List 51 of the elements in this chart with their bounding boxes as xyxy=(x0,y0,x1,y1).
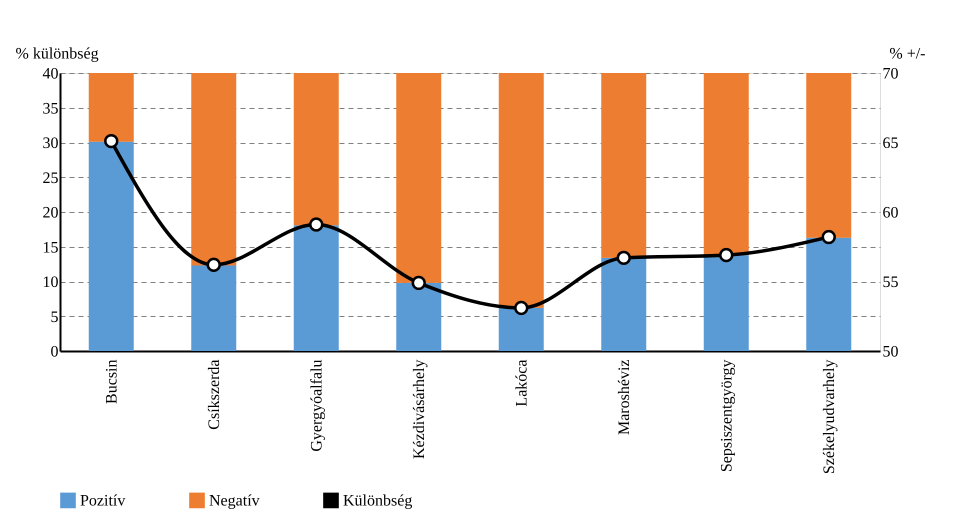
point xyxy=(514,300,528,316)
bar xyxy=(601,258,646,351)
y-tick-label: 25 xyxy=(42,170,58,187)
y2-tick-label: 60 xyxy=(882,204,898,222)
y-tick-label: 15 xyxy=(42,239,58,256)
bar xyxy=(498,73,544,308)
y-axis-title: % különbség xyxy=(16,46,99,62)
point xyxy=(206,258,221,272)
y-tick-label: 40 xyxy=(42,66,58,82)
bar xyxy=(704,73,749,256)
bar xyxy=(88,73,134,142)
point xyxy=(412,276,426,290)
y-tick-label: 10 xyxy=(42,274,58,291)
bar xyxy=(191,266,236,351)
point xyxy=(719,248,734,262)
x-tick-label: Bucsin xyxy=(103,360,120,404)
point xyxy=(822,230,836,244)
y2-axis-title: % +/- xyxy=(889,46,926,62)
x-tick-label: Maroshéviz xyxy=(616,360,633,436)
x-tick-label: Székelyudvarhely xyxy=(820,360,838,474)
y-tick-label: 30 xyxy=(42,135,58,152)
y2-tick-label: 50 xyxy=(882,344,898,360)
y-tick-label: 20 xyxy=(42,204,58,222)
x-tick-label: Sepsiszentgyörgy xyxy=(718,360,736,472)
legend-label: Különbség xyxy=(343,492,412,510)
x-tick-label: Kézdivásárhely xyxy=(410,360,428,460)
bar xyxy=(498,308,544,351)
point xyxy=(616,250,631,266)
x-tick-label: Lakóca xyxy=(513,360,530,407)
y-tick-label: 5 xyxy=(50,308,58,326)
bar xyxy=(704,255,749,351)
x-tick-label: Gyergyóalfalu xyxy=(308,360,326,452)
bar xyxy=(806,73,852,238)
y2-tick-label: 55 xyxy=(882,274,898,291)
point xyxy=(309,217,324,232)
bar xyxy=(601,73,646,258)
y-tick-label: 35 xyxy=(42,100,58,118)
legend-label: Pozitív xyxy=(80,492,126,510)
bar xyxy=(294,225,339,351)
y2-tick-label: 70 xyxy=(882,66,898,82)
bar xyxy=(396,282,442,351)
y-tick-label: 0 xyxy=(50,344,58,360)
bar xyxy=(806,238,852,351)
y2-tick-label: 65 xyxy=(882,135,898,152)
legend-label: Negatív xyxy=(209,492,260,510)
point xyxy=(104,134,118,148)
bar xyxy=(191,73,236,266)
bar xyxy=(294,73,339,226)
bar xyxy=(396,73,442,283)
bar xyxy=(88,142,134,351)
x-tick-label: Csíkszerda xyxy=(206,360,223,430)
